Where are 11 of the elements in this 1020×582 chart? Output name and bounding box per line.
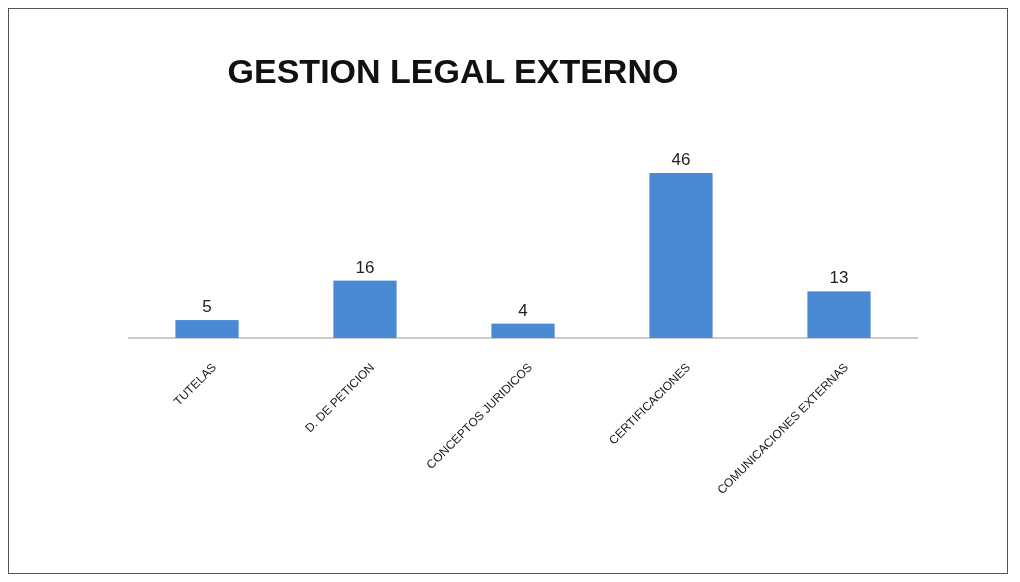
data-label: 46 [671,150,691,169]
data-label: 4 [518,300,528,320]
data-label: 5 [202,297,212,317]
data-label: 13 [829,268,849,288]
data-label: 16 [355,257,375,277]
bar [333,280,397,338]
chart-title: GESTION LEGAL EXTERNO [227,52,679,90]
bar [649,173,713,338]
bar [491,323,555,338]
bar [175,320,239,338]
bar [807,291,871,338]
